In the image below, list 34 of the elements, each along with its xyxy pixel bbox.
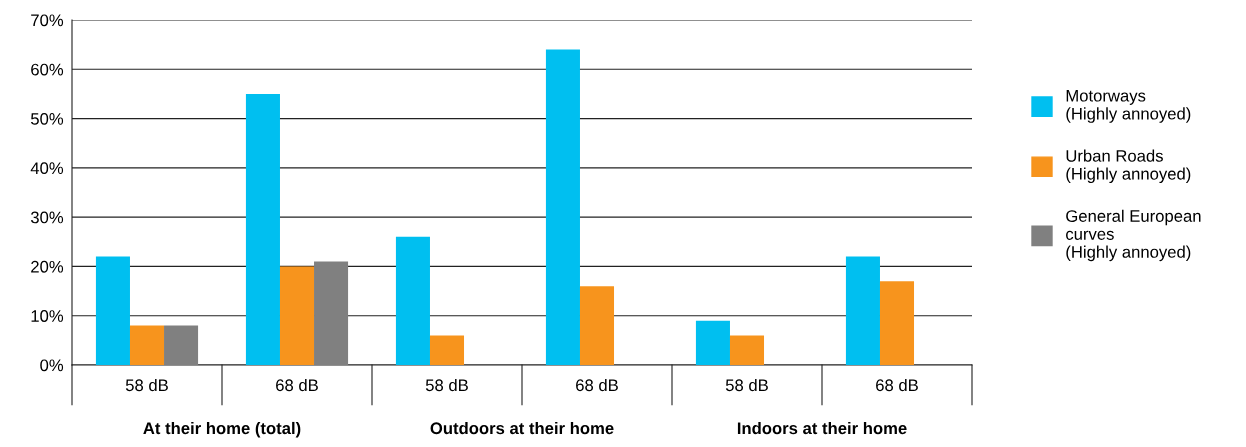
bar (729, 335, 765, 365)
bar (395, 236, 430, 365)
x-tick-label: 68 dB (576, 378, 618, 392)
x-tick-label: 58 dB (125, 378, 168, 392)
text: Outdoors at their home (430, 421, 614, 435)
y-tick-label: 50% (30, 112, 64, 125)
x-tick-label: 58 dB (725, 378, 768, 392)
legend-label: Urban Roads (Highly annoyed) (1066, 149, 1191, 184)
y-tick-label: 40% (30, 162, 64, 175)
x-tick-label: 58 dB (425, 378, 468, 392)
y-tick-label: 60% (31, 63, 64, 76)
legend-label: General European curves (Highly annoyed) (1066, 209, 1201, 262)
bar (245, 93, 280, 365)
y-tick-label: 0% (40, 359, 64, 372)
bar (879, 281, 915, 365)
y-tick-label: 30% (30, 211, 64, 224)
bar (95, 256, 130, 365)
bar (129, 325, 165, 365)
text: At their home (total) (143, 421, 301, 438)
bar (164, 325, 199, 365)
bar (695, 320, 730, 365)
legend-label: Motorways (Highly annoyed) (1066, 89, 1191, 123)
text: Indoors at their home (737, 421, 907, 435)
bar (314, 261, 349, 365)
y-tick-label: 70% (31, 14, 64, 27)
x-tick-label: 68 dB (876, 378, 918, 392)
bar (845, 256, 880, 365)
bar (545, 49, 580, 365)
bar (579, 286, 615, 365)
bar (429, 335, 465, 365)
bar (279, 266, 315, 365)
y-tick-label: 20% (31, 260, 64, 273)
x-tick-label: 68 dB (276, 378, 318, 392)
y-tick-label: 10% (31, 310, 64, 322)
